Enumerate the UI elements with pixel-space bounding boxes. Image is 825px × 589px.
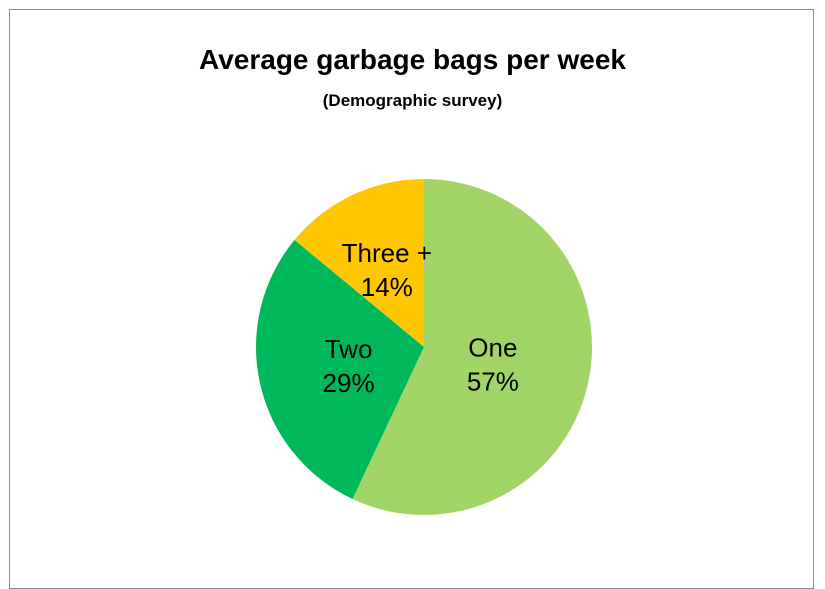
pie-slices — [256, 179, 592, 515]
pie-labels: One 57% Two 29% Three + 14% — [323, 238, 519, 398]
slice-label: Two 29% — [323, 334, 375, 398]
pie-slice-one — [352, 179, 592, 515]
pie-chart: One 57% Two 29% Three + 14% — [256, 179, 592, 515]
slice-category-label: Two — [325, 334, 373, 364]
pie-slice-three — [294, 179, 424, 347]
slice-value-label: 29% — [323, 368, 375, 398]
pie-slice-two — [256, 239, 424, 500]
slice-label: One 57% — [467, 332, 519, 396]
slice-value-label: 57% — [467, 366, 519, 396]
chart-title: Average garbage bags per week — [199, 44, 626, 75]
slice-label: Three + 14% — [342, 238, 432, 302]
chart-subtitle: (Demographic survey) — [322, 91, 503, 110]
slice-category-label: One — [468, 332, 517, 362]
slice-value-label: 14% — [361, 272, 413, 302]
slice-category-label: Three + — [342, 238, 432, 268]
